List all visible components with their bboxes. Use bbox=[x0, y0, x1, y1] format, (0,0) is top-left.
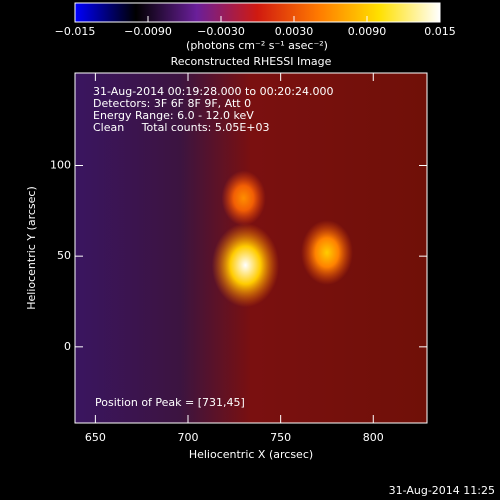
annotation: 31-Aug-2014 00:19:28.000 to 00:20:24.000 bbox=[93, 85, 334, 98]
x-tick-label: 750 bbox=[270, 431, 291, 444]
peak-label: Position of Peak = [731,45] bbox=[95, 396, 245, 409]
colorbar-tick-label: −0.0090 bbox=[124, 25, 172, 38]
chart-title: Reconstructed RHESSI Image bbox=[171, 55, 332, 68]
y-tick-label: 50 bbox=[57, 249, 71, 262]
x-tick-label: 700 bbox=[178, 431, 199, 444]
source bbox=[221, 170, 266, 226]
y-tick-label: 0 bbox=[64, 340, 71, 353]
y-axis-label: Heliocentric Y (arcsec) bbox=[25, 186, 38, 310]
colorbar-label: (photons cm⁻² s⁻¹ asec⁻²) bbox=[186, 39, 328, 52]
y-tick-label: 100 bbox=[50, 158, 71, 171]
colorbar-tick-label: −0.0030 bbox=[197, 25, 245, 38]
colorbar-tick-label: 0.015 bbox=[424, 25, 456, 38]
x-axis-label: Heliocentric X (arcsec) bbox=[189, 448, 313, 461]
annotation: Clean Total counts: 5.05E+03 bbox=[93, 121, 270, 134]
annotation: Detectors: 3F 6F 8F 9F, Att 0 bbox=[93, 97, 251, 110]
colorbar-tick-label: 0.0090 bbox=[348, 25, 387, 38]
source bbox=[301, 220, 353, 285]
annotation: Energy Range: 6.0 - 12.0 keV bbox=[93, 109, 254, 122]
colorbar-tick-label: −0.015 bbox=[55, 25, 96, 38]
colorbar-tick-label: 0.0030 bbox=[275, 25, 314, 38]
x-tick-label: 800 bbox=[363, 431, 384, 444]
plot-frame bbox=[74, 72, 428, 424]
source bbox=[211, 223, 280, 308]
timestamp: 31-Aug-2014 11:25 bbox=[389, 484, 495, 497]
x-tick-label: 650 bbox=[85, 431, 106, 444]
colorbar bbox=[74, 2, 441, 23]
